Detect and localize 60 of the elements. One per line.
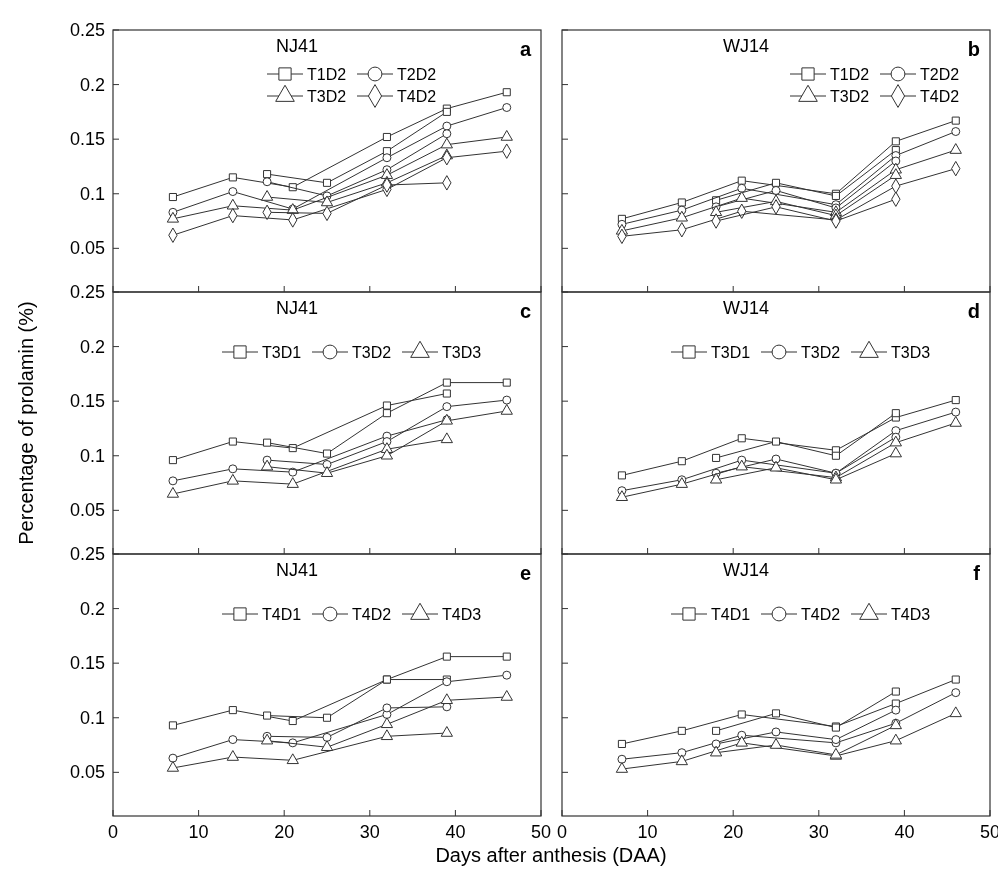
y-tick-label: 0.2 bbox=[79, 74, 105, 95]
legend-label: T4D2 bbox=[352, 606, 392, 623]
x-tick-label: 30 bbox=[359, 822, 380, 842]
y-tick-label: 0.05 bbox=[69, 238, 105, 259]
x-tick-label: 20 bbox=[723, 822, 744, 842]
x-tick-label: 40 bbox=[445, 822, 466, 842]
y-tick-label: 0.05 bbox=[69, 762, 105, 783]
x-tick-label: 20 bbox=[274, 822, 295, 842]
legend-label: T3D3 bbox=[442, 344, 482, 361]
y-tick-label: 0.1 bbox=[79, 707, 105, 728]
legend-label: T4D1 bbox=[262, 606, 302, 623]
legend-label: T2D2 bbox=[920, 66, 960, 83]
legend-label: T4D2 bbox=[920, 88, 960, 105]
legend-label: T4D3 bbox=[891, 606, 931, 623]
chart-title: NJ41 bbox=[275, 36, 319, 56]
y-tick-label: 0.05 bbox=[69, 500, 105, 521]
legend-label: T3D2 bbox=[307, 88, 347, 105]
y-tick-label: 0.2 bbox=[79, 598, 105, 619]
y-tick-label: 0.25 bbox=[69, 544, 105, 564]
annotation: f bbox=[973, 562, 981, 584]
chart-title: NJ41 bbox=[275, 560, 319, 580]
x-tick-label: 10 bbox=[637, 822, 658, 842]
legend-label: T2D2 bbox=[397, 66, 437, 83]
chart-title: NJ41 bbox=[275, 298, 319, 318]
x-axis-title: Days after anthesis (DAA) bbox=[435, 844, 667, 866]
annotation: e bbox=[519, 562, 531, 584]
x-tick-label: 0 bbox=[556, 822, 568, 842]
y-tick-label: 0.2 bbox=[79, 336, 105, 357]
legend-label: T4D2 bbox=[397, 88, 437, 105]
legend-label: T3D2 bbox=[801, 344, 841, 361]
y-tick-label: 0.25 bbox=[69, 282, 105, 302]
y-tick-label: 0.25 bbox=[69, 20, 105, 40]
x-tick-label: 50 bbox=[530, 822, 552, 842]
y-tick-label: 0.1 bbox=[79, 183, 105, 204]
y-axis-title: Percentage of prolamin (%) bbox=[15, 301, 37, 545]
legend-label: T1D2 bbox=[307, 66, 347, 83]
y-tick-label: 0.15 bbox=[69, 129, 105, 150]
chart-title: WJ14 bbox=[722, 36, 770, 56]
annotation: a bbox=[519, 38, 532, 60]
chart-title: WJ14 bbox=[722, 560, 770, 580]
legend-label: T1D2 bbox=[830, 66, 870, 83]
y-tick-label: 0.15 bbox=[69, 653, 105, 674]
legend-label: T3D3 bbox=[891, 344, 931, 361]
x-tick-label: 40 bbox=[894, 822, 915, 842]
x-tick-label: 10 bbox=[188, 822, 209, 842]
y-tick-label: 0.15 bbox=[69, 391, 105, 412]
legend-label: T4D2 bbox=[801, 606, 841, 623]
legend-label: T3D1 bbox=[711, 344, 751, 361]
y-tick-label: 0.1 bbox=[79, 445, 105, 466]
chart-title: WJ14 bbox=[722, 298, 770, 318]
annotation: c bbox=[519, 300, 531, 322]
x-tick-label: 0 bbox=[107, 822, 119, 842]
legend-label: T4D1 bbox=[711, 606, 751, 623]
legend-label: T3D2 bbox=[830, 88, 870, 105]
legend-label: T3D1 bbox=[262, 344, 302, 361]
legend-label: T3D2 bbox=[352, 344, 392, 361]
annotation: d bbox=[967, 300, 980, 322]
x-tick-label: 30 bbox=[808, 822, 829, 842]
legend-label: T4D3 bbox=[442, 606, 482, 623]
annotation: b bbox=[967, 38, 980, 60]
